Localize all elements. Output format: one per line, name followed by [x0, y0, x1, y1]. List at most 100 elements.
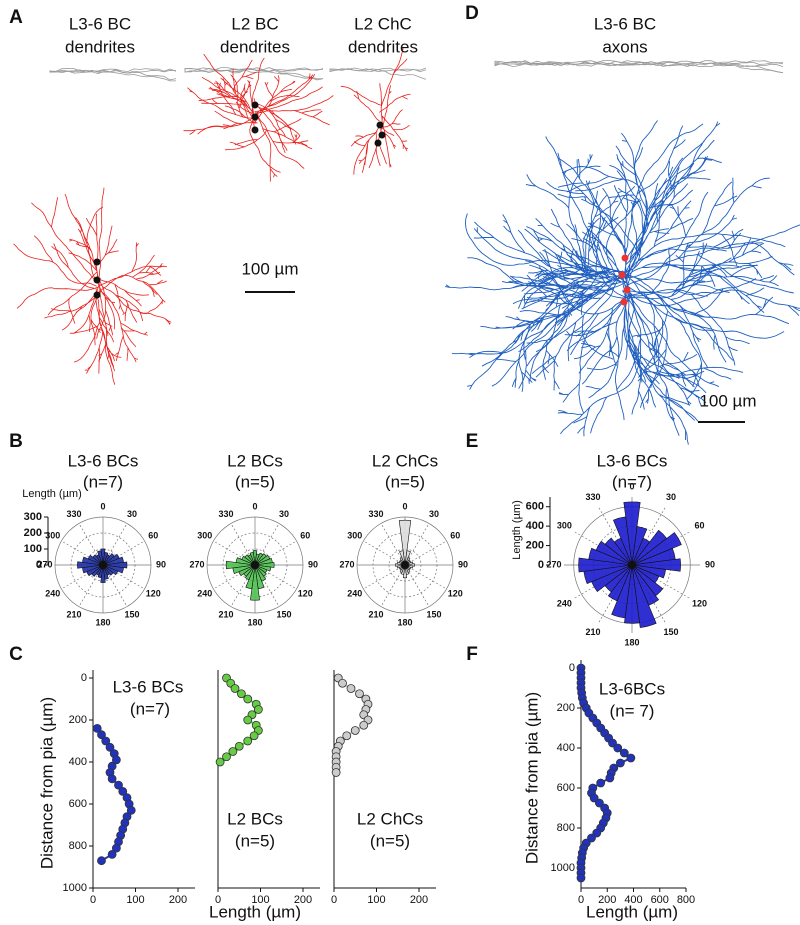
polar-bar [244, 564, 256, 581]
radial-tick-label: 100 [24, 543, 42, 555]
y-tick-label: 0 [81, 672, 87, 684]
polar-center [401, 561, 409, 569]
radial-axis-label: Length (µm) [511, 500, 523, 560]
polar-bar [252, 550, 258, 566]
profile-point [118, 787, 128, 796]
y-tick-label: 1000 [551, 862, 575, 874]
soma [251, 101, 259, 109]
radial-tick-label: 600 [526, 501, 544, 513]
radial-tick-label: 200 [526, 539, 544, 551]
profile-point [228, 747, 238, 756]
radial-axis-label: Length (µm) [22, 488, 82, 500]
polar-bar [623, 501, 641, 566]
plot-title: (n=7) [130, 699, 170, 718]
soma [251, 126, 259, 134]
panel-title: dendrites [348, 37, 418, 56]
pia-trace [329, 68, 427, 73]
profile-point [107, 774, 117, 784]
polar-bar [607, 564, 633, 602]
x-tick-label: 400 [624, 894, 642, 906]
x-tick-label: 0 [90, 894, 96, 906]
profile-point [613, 743, 623, 753]
profile-point [126, 805, 136, 815]
polar-center [628, 561, 636, 569]
angle-tick-label: 330 [66, 509, 81, 519]
angle-tick-label: 270 [189, 559, 204, 569]
polar-spoke [363, 540, 406, 566]
soma [618, 271, 626, 279]
polar-bar [631, 532, 682, 566]
panel-title: dendrites [220, 37, 290, 56]
angle-tick-label: 0 [100, 501, 105, 511]
dendrites-l2-chc [340, 47, 411, 175]
profile-point [346, 684, 356, 693]
polar-spoke [404, 540, 447, 566]
polar-bar [613, 516, 633, 566]
angle-tick-label: 300 [557, 520, 572, 530]
plot-title: L3-6 BCs [597, 451, 668, 470]
pia-trace [494, 60, 784, 64]
profile-point [97, 730, 106, 740]
profile-point [111, 755, 121, 765]
profile-point [105, 742, 115, 752]
profile-point [594, 798, 604, 808]
angle-tick-label: 150 [124, 610, 139, 620]
angle-tick-label: 0 [252, 501, 257, 511]
polar-spoke [363, 564, 406, 590]
profile-point [342, 731, 352, 741]
soma [93, 276, 101, 284]
plot-title: L3-6BCs [599, 679, 665, 698]
x-tick-label: 100 [126, 894, 144, 906]
polar-bar [398, 519, 412, 566]
panel-title: axons [602, 37, 647, 56]
profile-point [587, 833, 596, 843]
angle-tick-label: 330 [585, 492, 600, 502]
polar-bar [595, 540, 633, 566]
profile-point [243, 694, 253, 704]
y-tick-label: 1000 [63, 882, 87, 894]
profile-point [236, 689, 246, 699]
angle-tick-label: 120 [448, 588, 463, 598]
angle-tick-label: 90 [156, 559, 166, 569]
plot-title: (n= 7) [610, 701, 655, 720]
profile-point [234, 741, 244, 751]
soma [376, 121, 384, 129]
pia-trace [329, 67, 427, 72]
plot-title: L3-6 BCs [68, 451, 139, 470]
angle-tick-label: 150 [663, 627, 678, 637]
soma [620, 298, 628, 306]
x-tick-label: 200 [169, 894, 187, 906]
soma [93, 291, 101, 299]
profile-point [331, 768, 341, 777]
soma [374, 139, 382, 147]
panel-title: L3-6 BC [594, 14, 656, 33]
plot-title: (n=7) [612, 472, 652, 491]
soma [378, 131, 386, 139]
x-tick-label: 0 [578, 894, 584, 906]
polar-bar [631, 558, 681, 572]
polar-spoke [631, 505, 667, 566]
angle-tick-label: 0 [402, 501, 407, 511]
profile-point [338, 678, 347, 688]
x-tick-label: 100 [251, 894, 269, 906]
profile-point [589, 793, 599, 803]
angle-tick-label: 30 [279, 509, 289, 519]
angle-tick-label: 60 [148, 530, 158, 540]
polar-bar [100, 564, 106, 583]
panel-label: E [466, 431, 479, 452]
x-tick-label: 0 [331, 894, 337, 906]
angle-tick-label: 60 [695, 520, 705, 530]
profile-point [243, 736, 253, 746]
angle-tick-label: 150 [426, 610, 441, 620]
y-tick-label: 800 [557, 822, 575, 834]
dendrites-l2-bc [183, 53, 334, 182]
polar-bar [87, 554, 104, 566]
radial-tick-label: 0 [538, 559, 544, 571]
angle-tick-label: 210 [368, 610, 383, 620]
polar-spoke [597, 505, 633, 566]
panel-label: D [465, 3, 479, 24]
angle-tick-label: 300 [347, 530, 362, 540]
profile-point [596, 778, 606, 788]
plot-title: L3-6 BCs [113, 677, 184, 696]
profile-point [249, 731, 259, 741]
